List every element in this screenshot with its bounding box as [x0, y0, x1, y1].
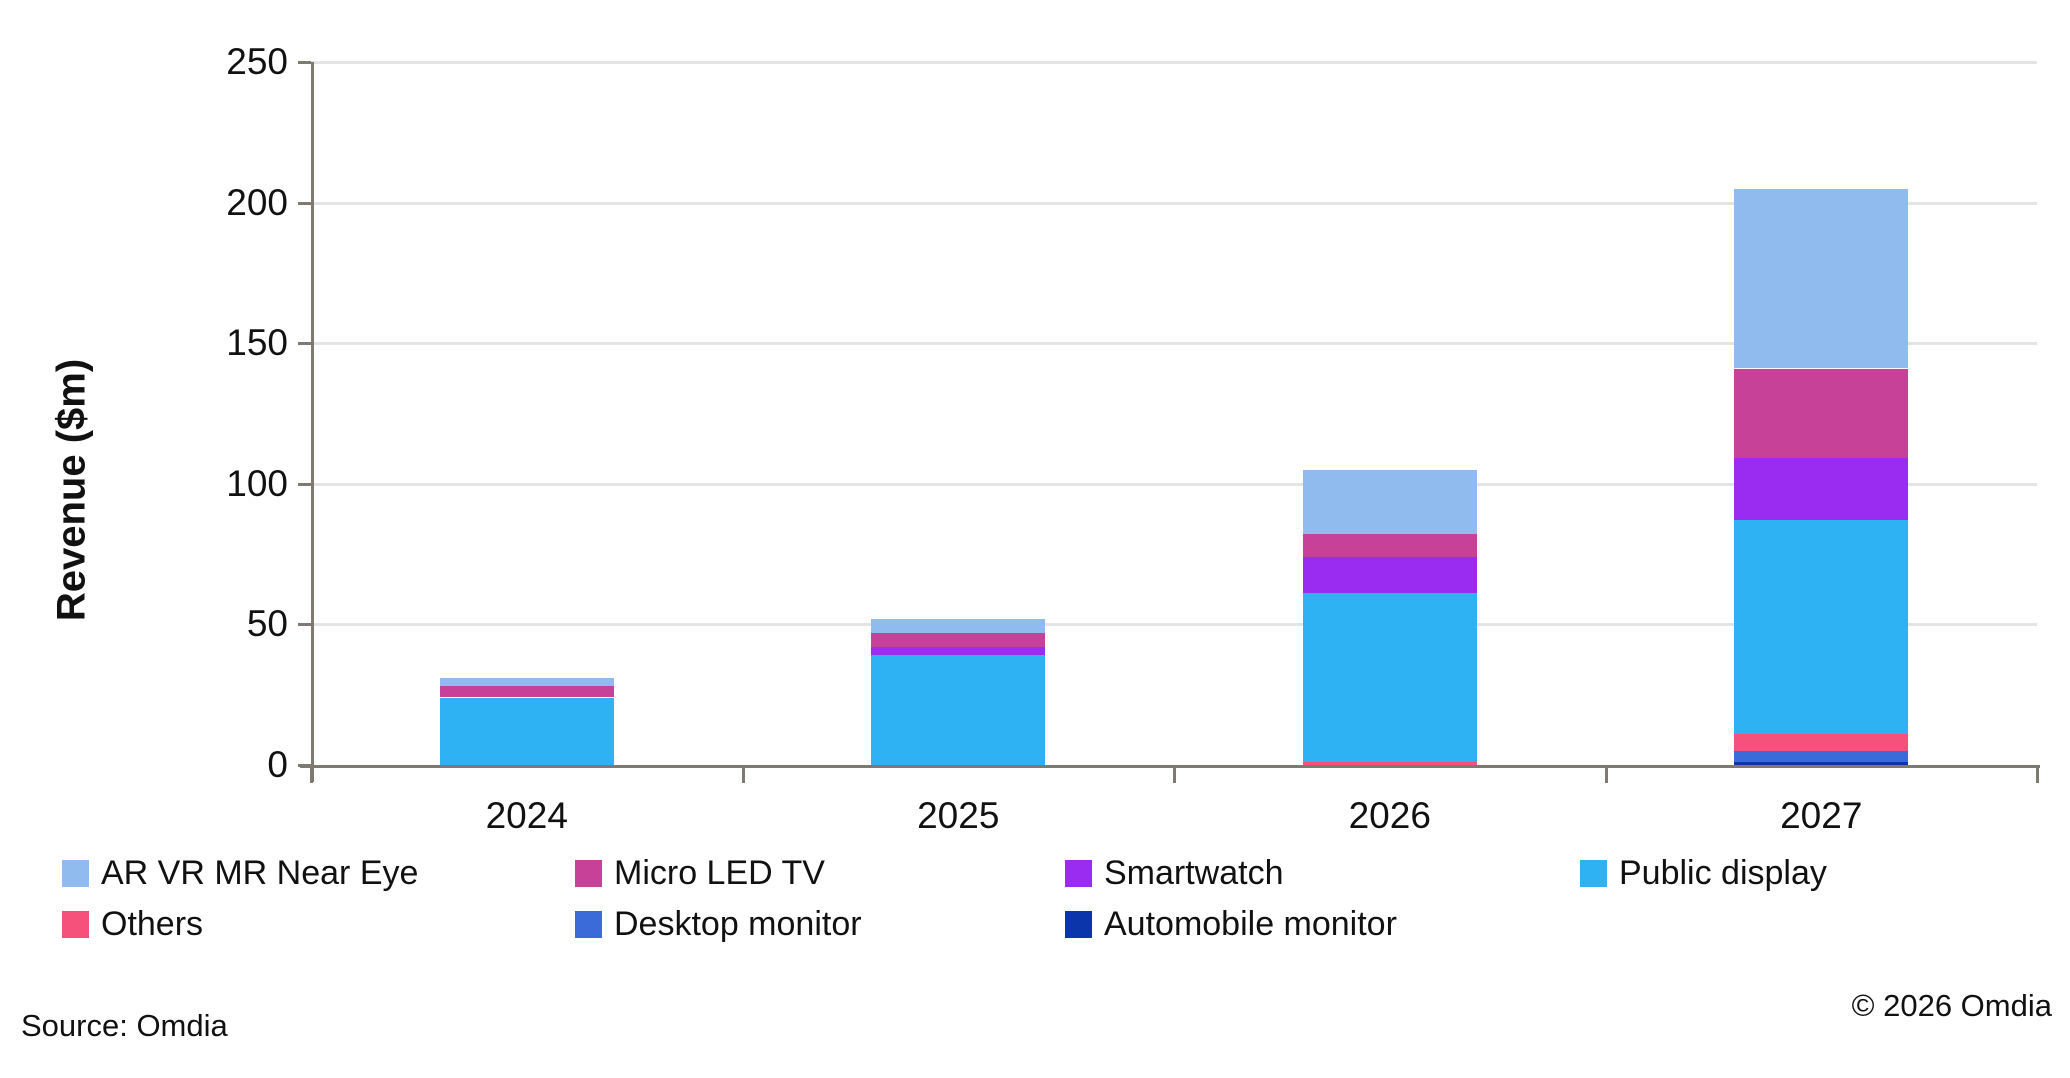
legend-item-desktop-monitor: Desktop monitor [575, 904, 862, 943]
y-tick-label-0: 0 [267, 744, 288, 785]
x-category-label-2026: 2026 [1348, 795, 1431, 836]
legend-label: AR VR MR Near Eye [101, 853, 419, 892]
bar-segment-2025-ar-vr-mr-near-eye [871, 618, 1046, 633]
legend-swatch-icon [1065, 910, 1092, 938]
bar-segment-2027-others [1734, 734, 1909, 751]
bar-segment-2024-ar-vr-mr-near-eye [439, 677, 614, 687]
bar-segment-2025-micro-led-tv [871, 632, 1046, 647]
bar-segment-2026-public-display [1302, 593, 1477, 763]
bar-segment-2024-micro-led-tv [439, 686, 614, 698]
bar-segment-2024-public-display [439, 697, 614, 765]
legend-item-automobile-monitor: Automobile monitor [1065, 904, 1397, 943]
x-tick-mark [1173, 768, 1176, 783]
legend-swatch-icon [575, 910, 602, 938]
y-tick-label-150: 150 [226, 322, 288, 364]
legend-swatch-icon [1580, 859, 1607, 887]
legend-label: Desktop monitor [614, 904, 862, 943]
bar-segment-2025-public-display [871, 655, 1046, 765]
y-tick-mark [298, 61, 311, 64]
bar-segment-2026-smartwatch [1302, 556, 1477, 594]
copyright-note: © 2026 Omdia [1851, 988, 2052, 1023]
bar-segment-2027-desktop-monitor [1734, 750, 1909, 763]
legend-label: Smartwatch [1104, 853, 1284, 892]
x-tick-mark [2036, 768, 2039, 783]
y-tick-mark [298, 623, 311, 627]
x-category-label-2027: 2027 [1780, 795, 1863, 836]
y-tick-mark [298, 201, 311, 205]
x-tick-mark [1604, 768, 1608, 783]
bar-segment-2027-smartwatch [1734, 458, 1909, 521]
legend-label: Public display [1619, 853, 1827, 892]
x-tick-mark [310, 768, 313, 783]
legend-item-public-display: Public display [1580, 853, 1827, 892]
gridline-200 [311, 201, 2037, 205]
legend-label: Others [101, 904, 204, 943]
y-axis-line [311, 62, 314, 782]
y-tick-mark [298, 764, 311, 767]
gridline-100 [311, 482, 2037, 486]
gridline-50 [311, 623, 2037, 627]
y-tick-label-200: 200 [226, 181, 288, 223]
bar-segment-2027-ar-vr-mr-near-eye [1734, 188, 1909, 369]
legend-label: Micro LED TV [614, 853, 825, 892]
x-tick-mark [741, 768, 745, 783]
plot-area [311, 61, 2037, 767]
legend-swatch-icon [1065, 859, 1092, 887]
legend-label: Automobile monitor [1104, 904, 1397, 943]
legend-swatch-icon [62, 910, 89, 938]
y-tick-label-250: 250 [226, 41, 288, 82]
y-tick-label-50: 50 [246, 603, 288, 645]
source-note: Source: Omdia [21, 1008, 228, 1043]
x-axis-line [300, 765, 2040, 768]
legend-swatch-icon [575, 859, 602, 887]
legend-swatch-icon [62, 859, 89, 887]
bar-segment-2025-smartwatch [871, 646, 1046, 656]
gridline-150 [311, 342, 2037, 346]
y-tick-mark [298, 482, 311, 486]
legend-item-others: Others [62, 904, 204, 943]
legend-item-micro-led-tv: Micro LED TV [575, 853, 825, 892]
x-category-label-2024: 2024 [485, 795, 568, 836]
bar-segment-2026-ar-vr-mr-near-eye [1302, 469, 1477, 535]
y-axis-title: Revenue ($m) [49, 358, 94, 622]
y-tick-label-100: 100 [226, 462, 288, 504]
legend-item-smartwatch: Smartwatch [1065, 853, 1284, 892]
bar-segment-2027-public-display [1734, 520, 1909, 735]
bar-segment-2026-micro-led-tv [1302, 534, 1477, 557]
bar-segment-2027-automobile-monitor [1734, 762, 1909, 765]
bar-segment-2027-micro-led-tv [1734, 368, 1909, 459]
legend-item-ar-vr-mr-near-eye: AR VR MR Near Eye [62, 853, 419, 892]
bar-segment-2026-others [1302, 762, 1477, 765]
gridline-250 [311, 61, 2037, 64]
y-tick-mark [298, 342, 311, 346]
x-category-label-2025: 2025 [917, 795, 1000, 836]
